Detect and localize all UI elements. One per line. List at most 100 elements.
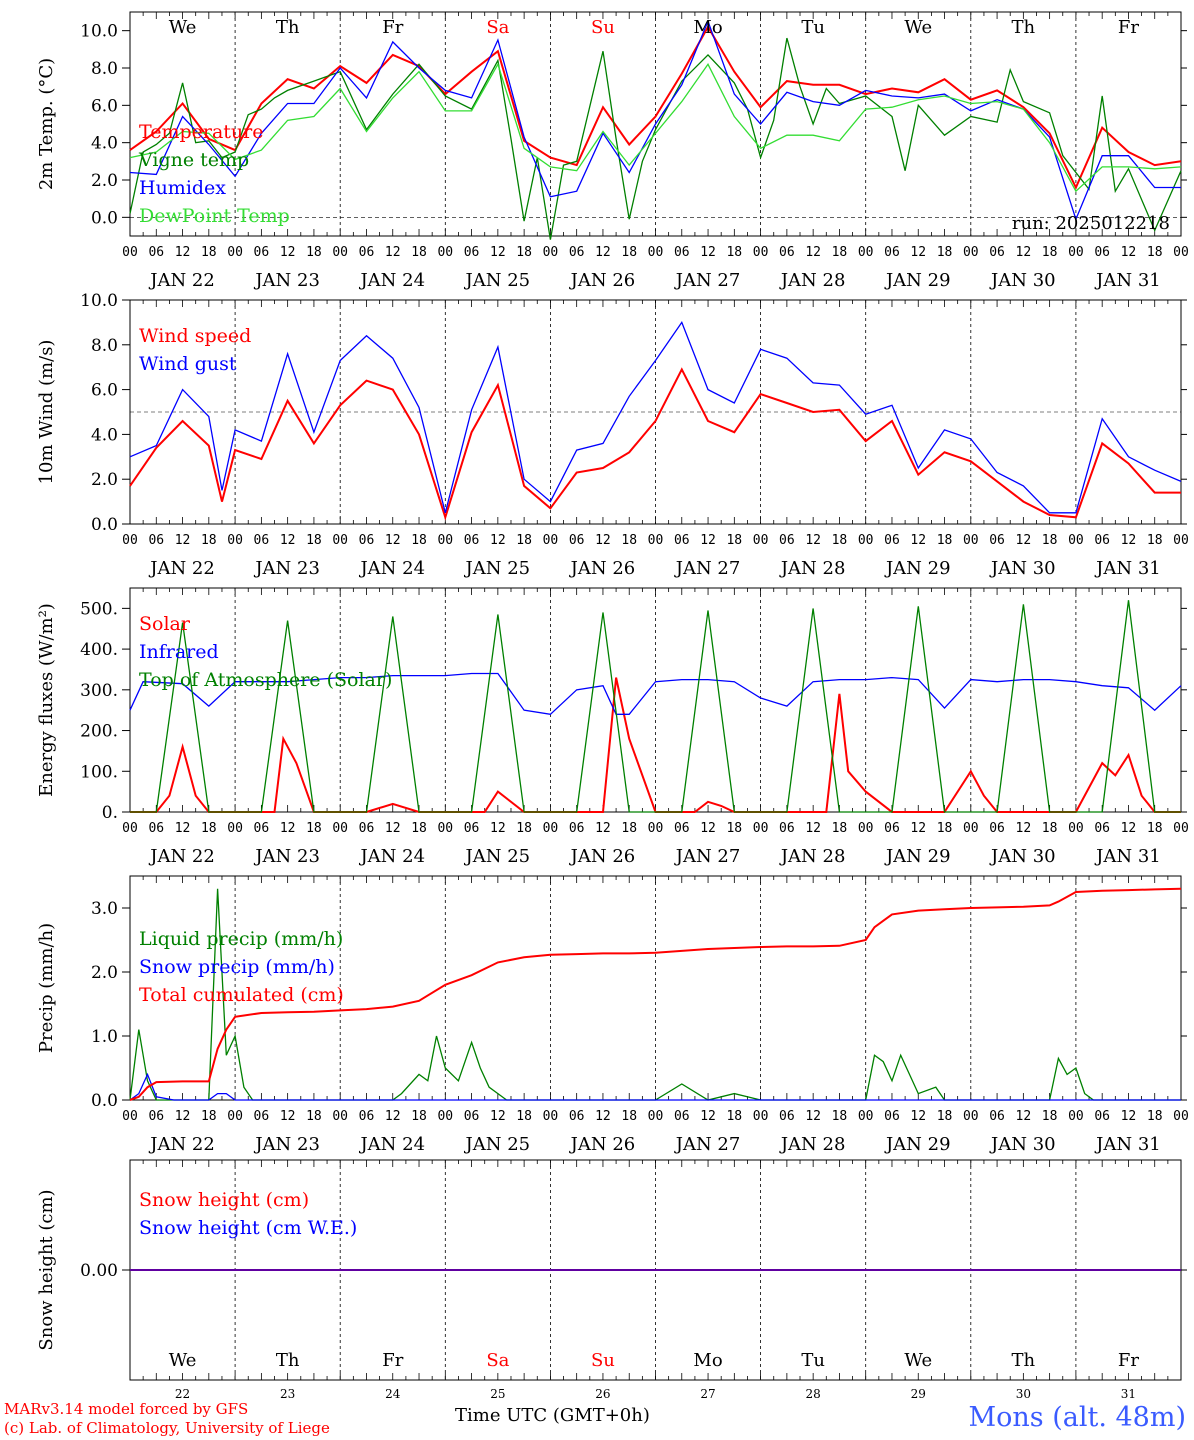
y-tick-label: 2.0 — [91, 963, 118, 983]
weekday-label: Mo — [693, 1350, 722, 1371]
hour-label: 18 — [832, 533, 848, 548]
weekday-label: Tu — [801, 17, 825, 38]
series-line-humidex — [129, 19, 1181, 222]
date-label: JAN 24 — [358, 270, 425, 291]
hour-label: 12 — [700, 533, 716, 548]
weekday-label: We — [904, 1350, 932, 1371]
hour-label: 18 — [1147, 1109, 1163, 1124]
hour-label: 12 — [1016, 1109, 1032, 1124]
date-label: JAN 28 — [779, 270, 846, 291]
hour-label: 18 — [201, 821, 217, 836]
series-line-wind-gust — [129, 321, 1182, 514]
date-label: JAN 22 — [148, 558, 215, 579]
y-tick-label: 8.0 — [91, 59, 118, 79]
hour-label: 00 — [963, 821, 979, 836]
hour-label: 06 — [1094, 245, 1110, 260]
hour-label: 12 — [280, 1109, 296, 1124]
date-label: JAN 28 — [779, 846, 846, 867]
hour-label: 06 — [1094, 821, 1110, 836]
hour-label: 00 — [332, 1109, 348, 1124]
hour-label: 18 — [726, 1109, 742, 1124]
hour-label: 06 — [569, 245, 585, 260]
hour-label: 00 — [963, 1109, 979, 1124]
hour-label: 12 — [700, 821, 716, 836]
day-number-label: 31 — [1121, 1387, 1136, 1400]
hour-label: 06 — [359, 533, 375, 548]
hour-label: 12 — [1121, 821, 1137, 836]
weekday-label: Th — [276, 1350, 300, 1371]
hour-label: 12 — [175, 245, 191, 260]
hour-label: 00 — [1068, 1109, 1084, 1124]
hour-label: 00 — [858, 245, 874, 260]
hour-label: 00 — [332, 533, 348, 548]
hour-label: 18 — [1147, 821, 1163, 836]
meteogram: 0.0 2.0 4.0 6.0 8.0 10.0 2m Temp. (°C) Temperat… — [36, 11, 1189, 1400]
y-axis-label: 10m Wind (m/s) — [36, 340, 57, 485]
date-label: JAN 30 — [989, 846, 1056, 867]
y-tick-label: 8.0 — [91, 336, 118, 356]
hour-label: 18 — [726, 821, 742, 836]
date-label: JAN 25 — [464, 270, 531, 291]
hour-label: 06 — [569, 1109, 585, 1124]
legend-entry: Snow height (cm) — [139, 1189, 309, 1211]
hour-label: 18 — [621, 533, 637, 548]
day-number-label: 29 — [911, 1387, 926, 1400]
hour-label: 00 — [858, 533, 874, 548]
hour-label: 18 — [832, 245, 848, 260]
weekday-label: Fr — [382, 17, 403, 38]
hour-label: 12 — [595, 245, 611, 260]
hour-label: 00 — [1173, 245, 1189, 260]
hour-label: 12 — [280, 821, 296, 836]
footer-credit: MARv3.14 model forced by GFS (c) Lab. of… — [4, 1400, 330, 1438]
legend-entry: Wind gust — [139, 353, 237, 375]
hour-label: 18 — [201, 1109, 217, 1124]
y-axis-label: Snow height (cm) — [36, 1189, 57, 1350]
date-label: JAN 31 — [1094, 1134, 1161, 1155]
hour-label: 00 — [227, 1109, 243, 1124]
y-tick-label: 0.0 — [91, 208, 118, 228]
hour-label: 12 — [385, 533, 401, 548]
hour-label: 12 — [805, 533, 821, 548]
hour-label: 18 — [621, 245, 637, 260]
date-label: JAN 27 — [674, 846, 741, 867]
hour-label: 12 — [595, 821, 611, 836]
y-tick-label: 2.0 — [91, 171, 118, 191]
series-line-total-cumulated-cm- — [129, 887, 1182, 1101]
hour-label: 18 — [937, 245, 953, 260]
date-label: JAN 23 — [253, 1134, 320, 1155]
weekday-label: Fr — [382, 1350, 403, 1371]
hour-label: 12 — [805, 821, 821, 836]
weekday-label: Sa — [486, 17, 509, 38]
date-label: JAN 30 — [989, 270, 1056, 291]
legend-entry: Temperature — [139, 121, 263, 143]
hour-label: 06 — [1094, 533, 1110, 548]
day-number-label: 22 — [175, 1387, 190, 1400]
date-label: JAN 23 — [253, 558, 320, 579]
hour-label: 06 — [254, 821, 270, 836]
weekday-label: We — [904, 17, 932, 38]
legend-entry: Wind speed — [139, 325, 251, 347]
hour-label: 00 — [1068, 821, 1084, 836]
series-line-wind-speed — [129, 367, 1181, 521]
hour-label: 18 — [411, 533, 427, 548]
hour-label: 00 — [122, 1109, 138, 1124]
weekday-label: Th — [1012, 17, 1036, 38]
hour-label: 00 — [1173, 1109, 1189, 1124]
hour-label: 12 — [490, 245, 506, 260]
hour-label: 06 — [674, 1109, 690, 1124]
hour-label: 00 — [648, 821, 664, 836]
weekday-label: Su — [591, 17, 615, 38]
hour-label: 12 — [700, 1109, 716, 1124]
credit-line-2: (c) Lab. of Climatology, University of L… — [4, 1419, 330, 1437]
hour-label: 00 — [437, 821, 453, 836]
hour-label: 12 — [910, 1109, 926, 1124]
date-label: JAN 24 — [358, 1134, 425, 1155]
hour-label: 00 — [227, 533, 243, 548]
hour-label: 12 — [805, 1109, 821, 1124]
series-line-snow-precip-mm-h- — [129, 1072, 1181, 1101]
x-axis-title: Time UTC (GMT+0h) — [455, 1405, 650, 1426]
y-tick-label: 6.0 — [91, 381, 118, 401]
y-tick-label: 10.0 — [80, 291, 118, 311]
legend-entry: Infrared — [139, 641, 219, 663]
hour-label: 06 — [779, 821, 795, 836]
